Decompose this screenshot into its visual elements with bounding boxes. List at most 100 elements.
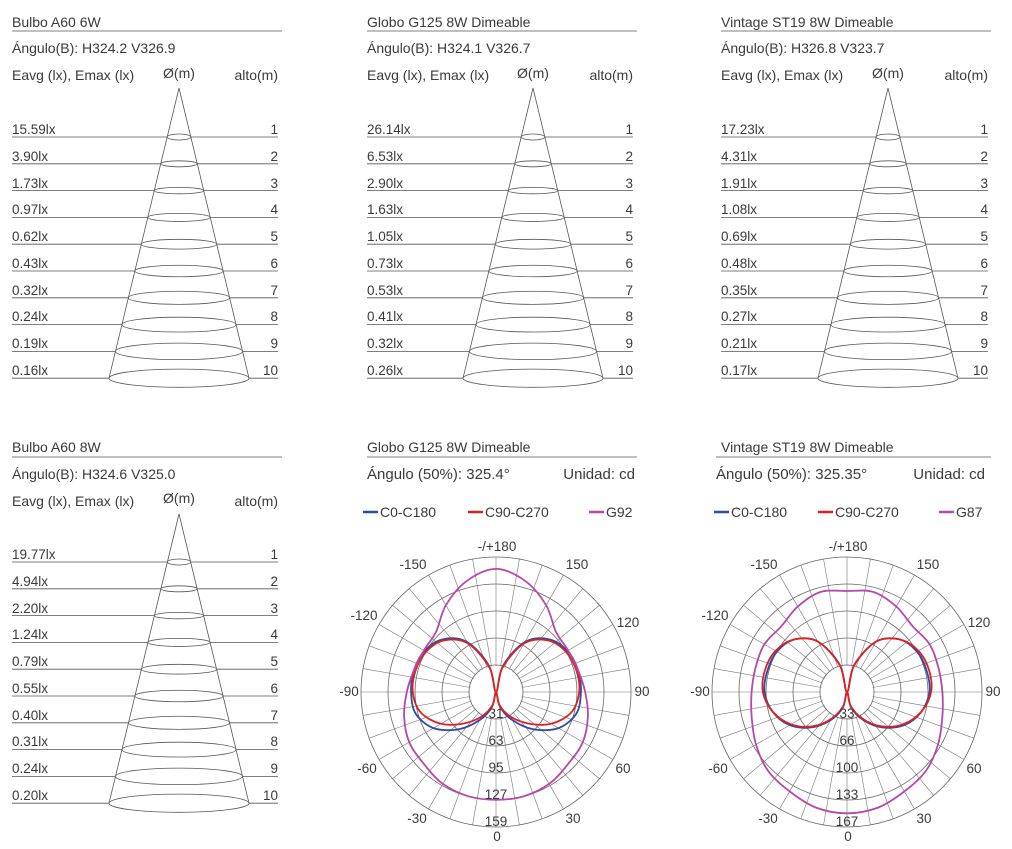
height-value: 10 [973, 363, 988, 378]
height-value: 6 [980, 256, 988, 271]
polar-spoke [800, 565, 839, 668]
polar-spoke [512, 588, 584, 673]
polar-spoke [863, 588, 935, 673]
angle-label: 0 [844, 829, 852, 844]
illuminance-value: 0.97lx [12, 202, 48, 217]
radial-tick-label: 127 [485, 787, 508, 802]
polar-panel-globo-g125: Globo G125 8W Dimeable Ángulo (50%): 325… [339, 439, 649, 844]
polar-spoke [504, 565, 543, 668]
polar-spoke [713, 668, 822, 688]
polar-spoke [500, 717, 520, 826]
polar-spoke [362, 668, 471, 688]
illuminance-value: 0.16lx [12, 363, 48, 378]
beam-ellipse [824, 342, 952, 361]
angle-label: 0 [493, 829, 501, 844]
illuminance-value: 0.79lx [12, 654, 48, 669]
height-value: 1 [980, 122, 988, 137]
polar-spoke [859, 714, 915, 810]
height-value: 8 [270, 734, 278, 749]
beam-ellipse [127, 290, 231, 305]
illuminance-value: 17.23lx [721, 122, 765, 137]
series-line-c90-c270 [411, 638, 581, 726]
beam-panel-globo-g125-8w: Globo G125 8W Dimeable Ángulo(B): H324.1… [367, 14, 637, 388]
legend-label-g: G92 [606, 504, 633, 520]
illuminance-value: 2.90lx [367, 176, 403, 191]
illuminance-value: 19.77lx [12, 547, 56, 562]
height-value: 2 [980, 149, 988, 164]
polar-spoke [472, 717, 492, 826]
illuminance-value: 0.27lx [721, 309, 757, 324]
col-mid-header: Ø(m) [872, 65, 904, 81]
height-value: 9 [625, 336, 633, 351]
light-cone [367, 87, 633, 388]
illuminance-value: 0.17lx [721, 363, 757, 378]
beam-ellipse [128, 715, 230, 730]
illuminance-value: 0.20lx [12, 788, 48, 803]
illuminance-value: 0.19lx [12, 336, 48, 351]
beam-ellipse [849, 238, 927, 250]
polar-spoke [866, 604, 951, 676]
panel-title: Bulbo A60 8W [12, 439, 102, 455]
polar-spoke [449, 716, 488, 819]
cone-edge-left [462, 87, 534, 379]
beam-angle: Ángulo(B): H324.2 V326.9 [12, 40, 176, 56]
light-cone [721, 87, 988, 388]
panel-title: Globo G125 8W Dimeable [367, 14, 531, 30]
angle-label: 90 [985, 684, 1000, 699]
height-value: 3 [270, 601, 278, 616]
beam-ellipse [108, 368, 250, 388]
illuminance-value: 15.59lx [12, 122, 56, 137]
beam-ellipse [520, 133, 546, 141]
illuminance-value: 0.48lx [721, 256, 757, 271]
illuminance-value: 1.08lx [721, 202, 757, 217]
legend-label-g: G87 [956, 504, 983, 520]
radial-tick-label: 133 [836, 787, 859, 802]
beam-ellipse [121, 316, 237, 333]
beam-ellipse [140, 238, 218, 250]
legend: C0-C180 C90-C270 G92 [363, 504, 633, 520]
legend-label-c90: C90-C270 [835, 504, 899, 520]
cone-edge-right [532, 87, 604, 379]
illuminance-value: 0.35lx [721, 283, 757, 298]
illuminance-value: 3.90lx [12, 149, 48, 164]
beam-ellipse [817, 368, 959, 388]
polar-spoke [851, 717, 871, 826]
polar-spoke [743, 708, 828, 780]
height-value: 1 [270, 547, 278, 562]
polar-spoke [392, 708, 477, 780]
polar-spoke [521, 668, 630, 688]
angle-label: 150 [566, 557, 589, 572]
beam-panel-bulbo-a60-6w: Bulbo A60 6W Ángulo(B): H324.2 V326.9 Ea… [12, 14, 282, 388]
beam-angle: Ángulo (50%): 325.4° [367, 466, 510, 483]
beam-ellipse [481, 290, 585, 305]
beam-ellipse [154, 612, 204, 620]
angle-tick-labels: -/+180 150 120 90 60 30 0 -30 -60 -90 -1… [339, 539, 649, 844]
beam-ellipse [843, 264, 933, 278]
polar-spoke [871, 645, 974, 684]
angle-tick-labels: -/+180 150 120 90 60 30 0 -30 -60 -90 -1… [690, 539, 1000, 844]
height-value: 4 [980, 202, 988, 217]
angle-label: -30 [407, 811, 427, 826]
height-value: 10 [263, 363, 278, 378]
beam-ellipse [108, 793, 250, 813]
beam-ellipse [875, 133, 901, 141]
col-mid-header: Ø(m) [517, 65, 549, 81]
height-values: 1 2 3 4 5 6 7 8 9 10 [263, 547, 279, 803]
col-left-header: Eavg (lx), Emax (lx) [12, 493, 134, 509]
polar-spoke [866, 708, 951, 780]
height-value: 3 [270, 176, 278, 191]
polar-spoke [855, 565, 894, 668]
col-left-header: Eavg (lx), Emax (lx) [721, 67, 843, 83]
illuminance-value: 0.53lx [367, 283, 403, 298]
beam-ellipse [507, 186, 559, 195]
polar-panel-vintage-st19: Vintage ST19 8W Dimeable Ángulo (50%): 3… [690, 439, 1000, 844]
angle-label: 90 [634, 684, 649, 699]
series-line-g87 [750, 589, 944, 815]
polar-spoke [729, 704, 825, 760]
height-value: 9 [980, 336, 988, 351]
beam-ellipse [141, 663, 217, 675]
illuminance-value: 0.24lx [12, 309, 48, 324]
height-value: 9 [270, 336, 278, 351]
angle-label: 150 [917, 557, 940, 572]
